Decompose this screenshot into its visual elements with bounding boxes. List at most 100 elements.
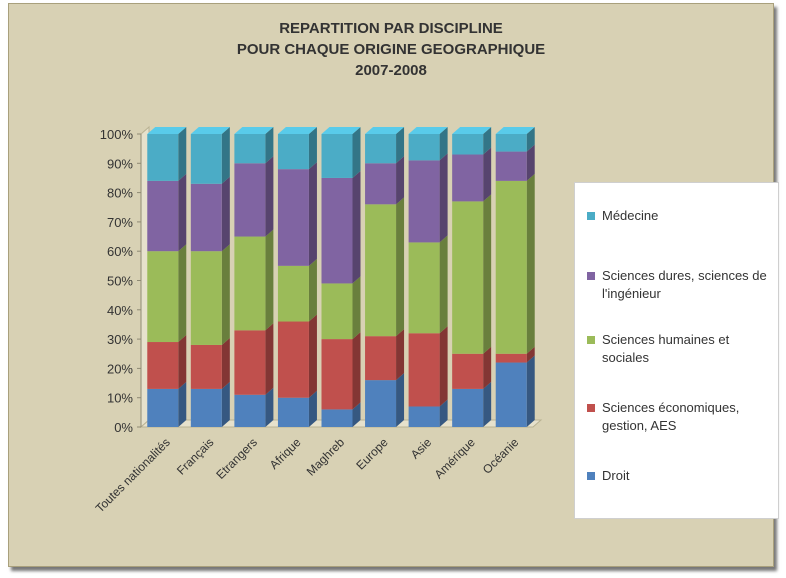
bar-segment-side	[308, 162, 317, 266]
x-tick-label: Français	[174, 435, 216, 477]
bar-segment	[495, 134, 527, 152]
legend-swatch	[587, 404, 595, 412]
legend-swatch	[587, 212, 595, 220]
bar-segment	[365, 380, 397, 427]
bar-segment	[452, 134, 484, 155]
y-tick-label: 60%	[107, 244, 133, 259]
x-tick-label: Afrique	[267, 435, 304, 472]
bar-segment-side	[439, 399, 448, 427]
bar-segment-side	[308, 127, 317, 170]
stacked-bar-chart: 0% 10% 20% 30% 40% 50% 60% 70% 80% 90% 100% Toutes …	[93, 125, 543, 515]
bar-segment-side	[396, 373, 405, 427]
bar-segment	[495, 151, 527, 181]
bar-segment-side	[265, 387, 274, 427]
bar-segment	[147, 342, 179, 389]
bar-segment	[408, 406, 440, 427]
bar-segment	[452, 388, 484, 427]
bar-segment-side	[221, 176, 230, 252]
bar-segment	[190, 251, 222, 345]
bar-segment-side	[483, 147, 492, 202]
y-tick-label: 50%	[107, 274, 133, 289]
bar-segment	[365, 134, 397, 164]
bar-segment	[321, 134, 353, 178]
y-tick-label: 90%	[107, 156, 133, 171]
x-tick-label: Europe	[353, 435, 390, 472]
bar-segment-side	[265, 127, 274, 164]
bar-segment	[365, 204, 397, 337]
bar-segment	[408, 333, 440, 407]
bar-segment-side	[483, 194, 492, 354]
y-tick-label: 20%	[107, 361, 133, 376]
bar-top	[190, 127, 230, 134]
bar-segment	[495, 353, 527, 363]
chart-area: REPARTITION PAR DISCIPLINE POUR CHAQUE O…	[8, 3, 779, 567]
bar-segment-side	[352, 127, 361, 178]
bar-segment	[321, 283, 353, 340]
y-tick-label: 100%	[100, 127, 134, 142]
bar-segment-side	[439, 127, 448, 161]
bar-segment	[234, 134, 266, 164]
legend: Médecine Sciences dures, sciences de l'in…	[574, 182, 779, 519]
bar-segment-side	[483, 346, 492, 389]
bar-segment	[277, 397, 309, 427]
bar-segment	[408, 242, 440, 334]
bar-segment-side	[526, 355, 535, 427]
bar-segment	[321, 339, 353, 410]
bar-segment	[147, 251, 179, 343]
bar-segment-side	[396, 156, 405, 205]
bar-segment-side	[396, 197, 405, 337]
bar-segment-side	[526, 346, 535, 363]
legend-swatch	[587, 272, 595, 280]
y-tick-label: 70%	[107, 215, 133, 230]
bar-segment	[234, 330, 266, 395]
bar-segment-side	[396, 329, 405, 381]
bar-segment-side	[526, 144, 535, 181]
bar-segment-side	[483, 381, 492, 427]
bar-segment	[277, 134, 309, 170]
bar-segment-side	[439, 153, 448, 243]
bar-segment-side	[352, 276, 361, 340]
x-tick-label: Maghreb	[304, 435, 348, 479]
bar-segment-side	[352, 170, 361, 284]
bar-segment	[321, 177, 353, 284]
chart-title-line-3: 2007-2008	[355, 62, 427, 79]
bar-segment	[190, 388, 222, 427]
legend-swatch	[587, 472, 595, 480]
bar-segment-side	[178, 244, 187, 343]
bar-segment	[147, 180, 179, 252]
chart-title-line-2: POUR CHAQUE ORIGINE GEOGRAPHIQUE	[236, 41, 546, 58]
y-tick-label: 30%	[107, 332, 133, 347]
bar-segment	[452, 154, 484, 202]
bar-segment-side	[352, 402, 361, 427]
bar-segment	[190, 344, 222, 389]
bar-top	[321, 127, 361, 134]
bar-segment-side	[221, 337, 230, 389]
bar-segment-side	[178, 381, 187, 427]
x-tick-label: Etrangers	[213, 435, 260, 482]
bar-segment	[321, 409, 353, 427]
bar-top	[147, 127, 187, 134]
bar-segment-side	[396, 127, 405, 164]
x-tick-label: Océanie	[480, 435, 522, 477]
bar-segment	[277, 265, 309, 322]
y-tick-label: 10%	[107, 391, 133, 406]
y-tick-label: 40%	[107, 303, 133, 318]
bar-segment-side	[439, 326, 448, 407]
bar-segment-side	[526, 127, 535, 152]
bar-segment	[495, 362, 527, 427]
legend-label: Sciences dures, sciences de l'ingénieur	[602, 268, 767, 301]
bar-segment-side	[439, 235, 448, 334]
bar-segment-side	[265, 323, 274, 395]
x-tick-label: Asie	[408, 435, 435, 462]
bar-segment	[234, 394, 266, 427]
bar-segment-side	[352, 332, 361, 410]
y-tick-label: 0%	[114, 420, 133, 435]
bar-top	[408, 127, 448, 134]
bar-top	[495, 127, 535, 134]
bar-segment-side	[265, 229, 274, 331]
y-tick-label: 80%	[107, 186, 133, 201]
bar-segment-side	[308, 258, 317, 322]
bar-top	[234, 127, 274, 134]
bar-segment-side	[221, 127, 230, 184]
bar-segment	[147, 134, 179, 181]
